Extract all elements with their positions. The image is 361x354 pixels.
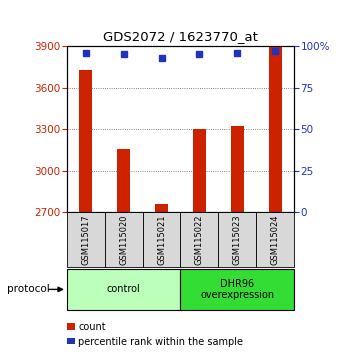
Text: GSM115021: GSM115021 bbox=[157, 215, 166, 265]
Text: GSM115020: GSM115020 bbox=[119, 215, 128, 265]
Bar bbox=[143, 212, 180, 267]
Text: count: count bbox=[78, 322, 106, 332]
Text: protocol: protocol bbox=[7, 284, 50, 295]
Bar bbox=[67, 212, 105, 267]
Bar bbox=[117, 149, 130, 212]
Bar bbox=[79, 70, 92, 212]
Title: GDS2072 / 1623770_at: GDS2072 / 1623770_at bbox=[103, 30, 258, 44]
Text: DHR96
overexpression: DHR96 overexpression bbox=[200, 279, 274, 300]
Bar bbox=[269, 47, 282, 212]
Text: control: control bbox=[107, 284, 140, 295]
Bar bbox=[256, 212, 294, 267]
Bar bbox=[231, 126, 244, 212]
Bar bbox=[155, 204, 168, 212]
Bar bbox=[105, 212, 143, 267]
Text: GSM115024: GSM115024 bbox=[271, 215, 280, 265]
Text: GSM115023: GSM115023 bbox=[233, 215, 242, 265]
Text: GSM115022: GSM115022 bbox=[195, 215, 204, 265]
Text: GSM115017: GSM115017 bbox=[81, 215, 90, 265]
Text: percentile rank within the sample: percentile rank within the sample bbox=[78, 337, 243, 347]
Bar bbox=[193, 129, 206, 212]
Bar bbox=[218, 212, 256, 267]
Bar bbox=[180, 212, 218, 267]
Bar bbox=[180, 269, 294, 310]
Bar bbox=[67, 269, 180, 310]
